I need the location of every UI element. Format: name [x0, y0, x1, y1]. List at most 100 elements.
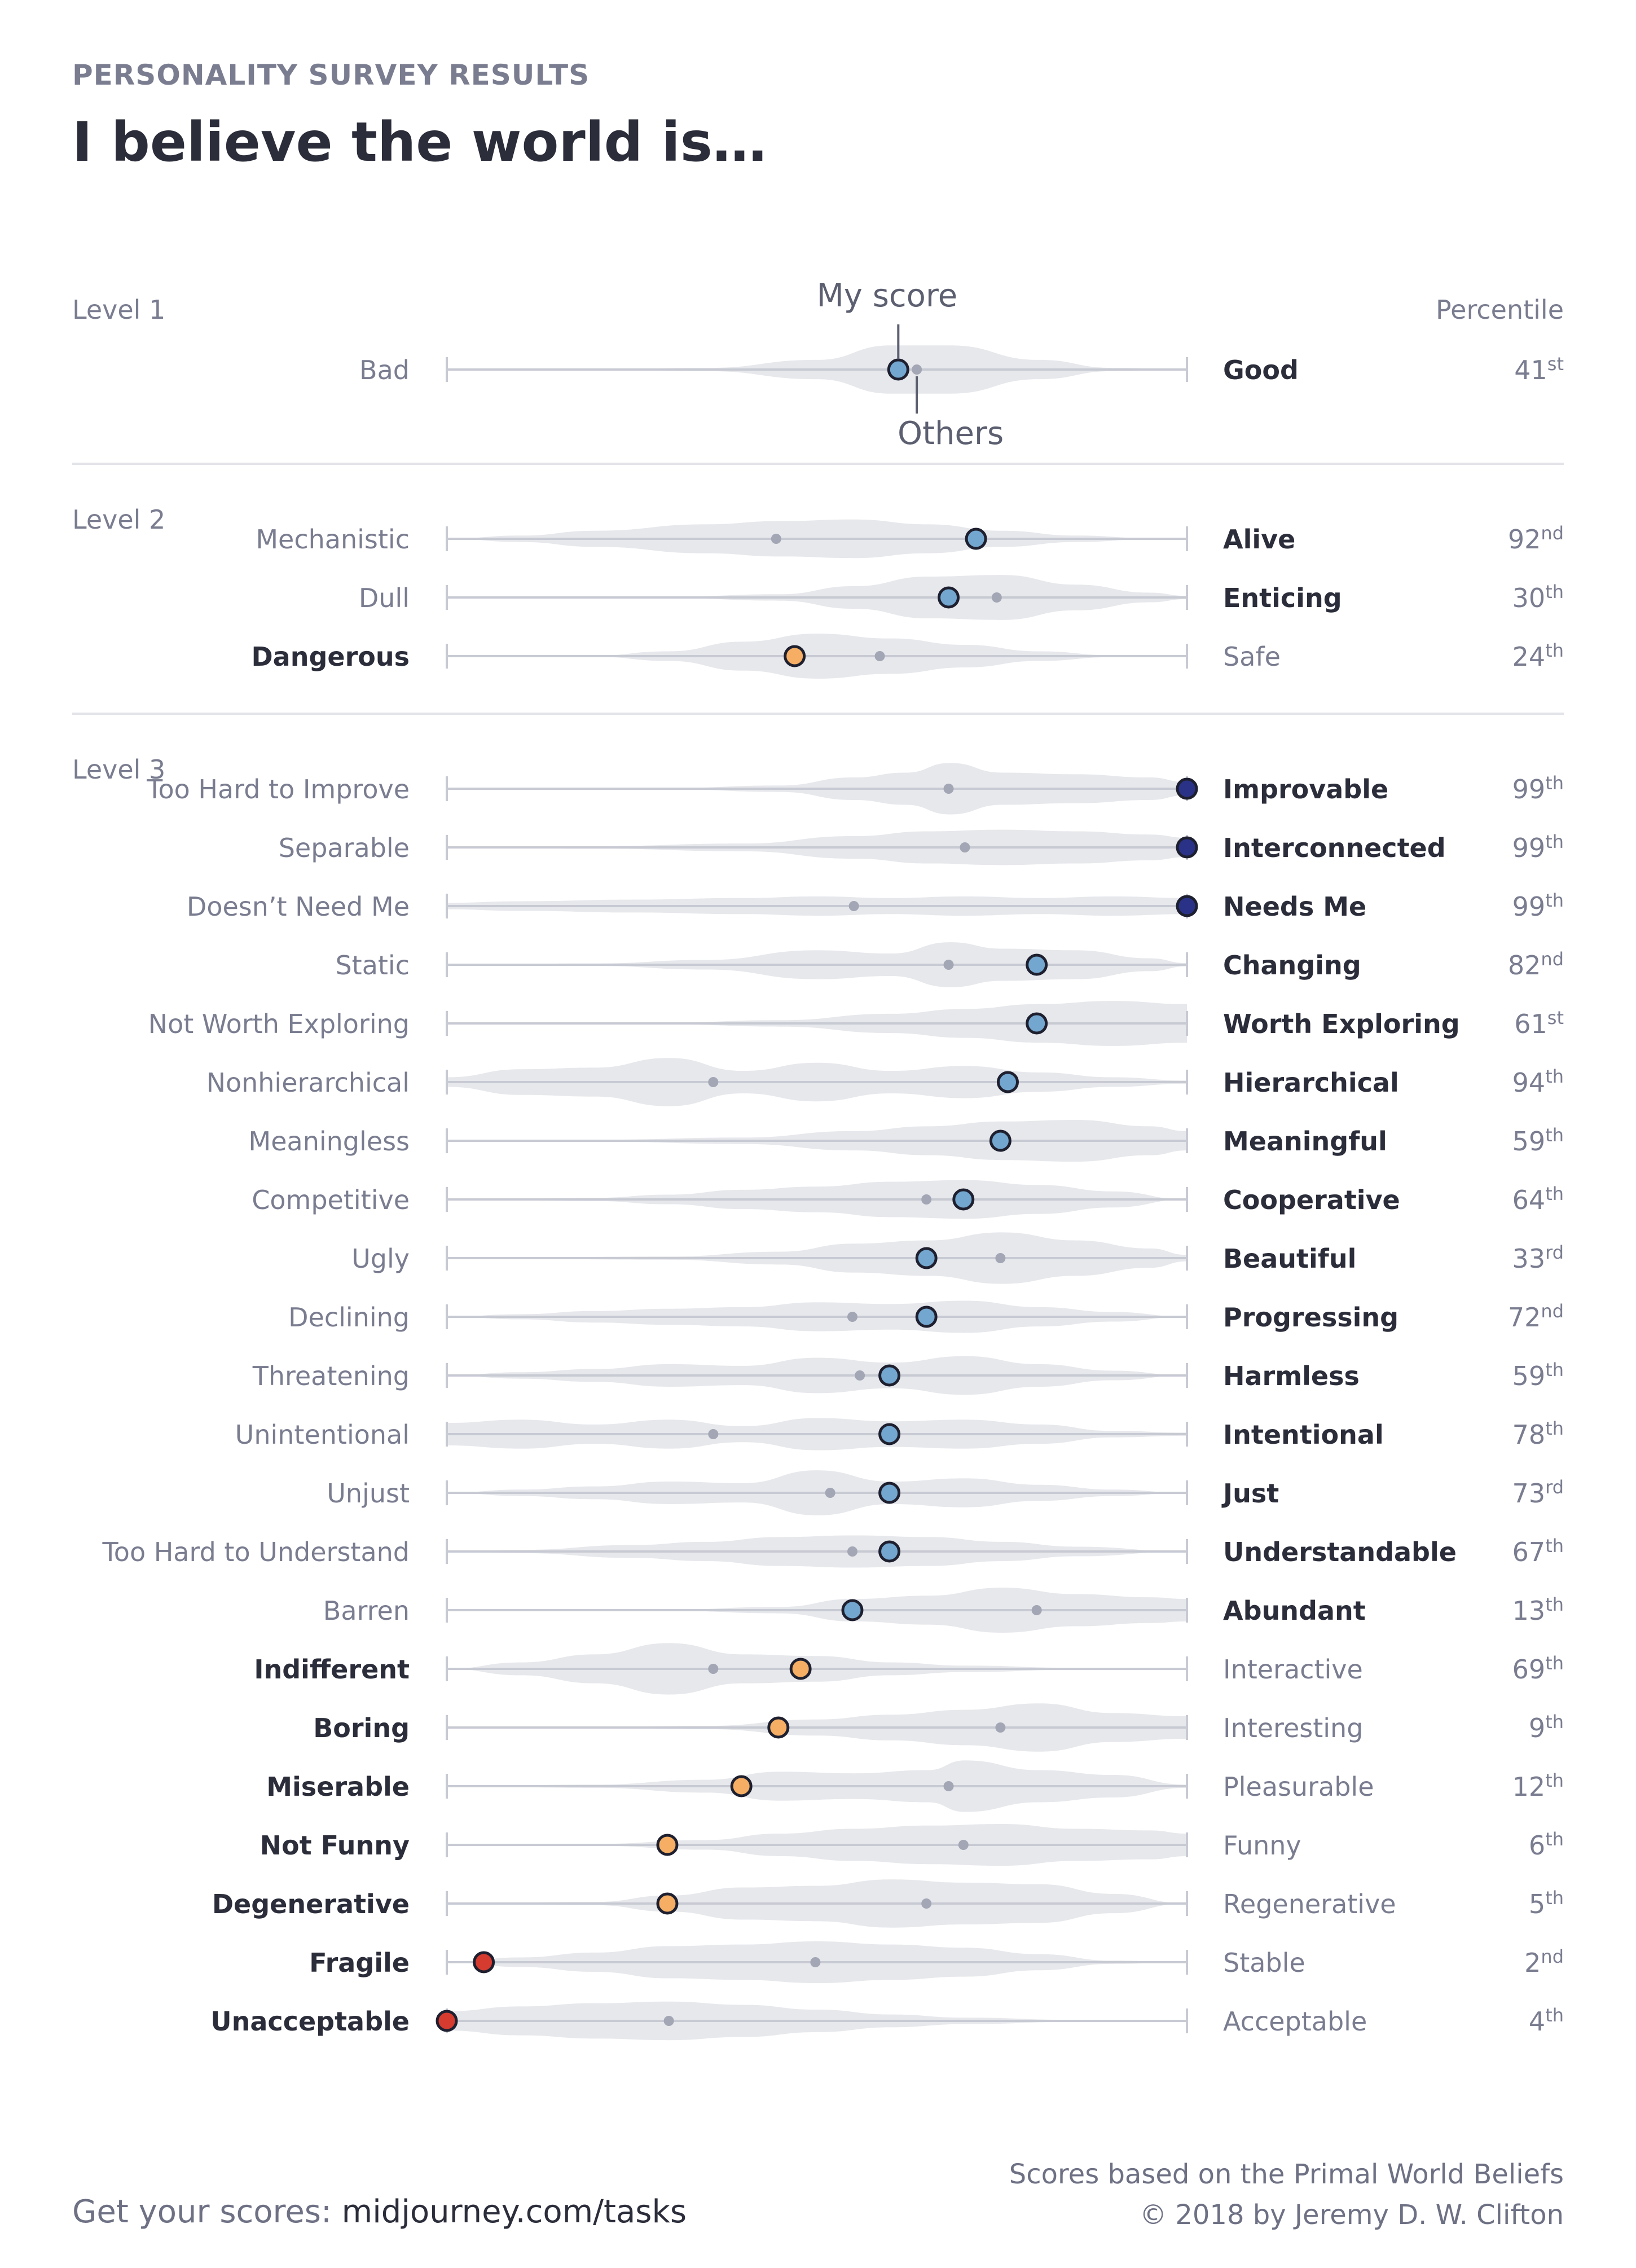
- score-dot-needs-me: [1176, 895, 1198, 917]
- score-dot-progressing: [915, 1306, 938, 1328]
- right-label-intentional: Intentional: [1223, 1419, 1384, 1450]
- survey-eyebrow: PERSONALITY SURVEY RESULTS: [72, 59, 590, 91]
- score-dot-regenerative: [656, 1892, 679, 1915]
- left-label-abundant: Barren: [323, 1595, 410, 1626]
- median-dot-needs-me: [848, 901, 859, 911]
- left-label-stable: Fragile: [309, 1948, 410, 1978]
- percentile-worth-exploring: 61st: [1514, 1007, 1564, 1039]
- median-dot-improvable: [943, 784, 954, 794]
- right-label-funny: Funny: [1223, 1830, 1301, 1861]
- percentile-changing: 82nd: [1508, 948, 1564, 981]
- score-dot-stable: [473, 1951, 495, 1973]
- median-dot-interactive: [708, 1664, 719, 1674]
- left-label-improvable: Too Hard to Improve: [146, 774, 410, 805]
- right-label-pleasurable: Pleasurable: [1223, 1772, 1374, 1802]
- score-dot-abundant: [841, 1599, 864, 1621]
- right-label-good: Good: [1223, 355, 1299, 385]
- page-title: I believe the world is…: [72, 111, 767, 174]
- median-dot-pleasurable: [943, 1781, 954, 1791]
- footer-cta-link[interactable]: midjourney.com/tasks: [341, 2194, 687, 2230]
- right-label-improvable: Improvable: [1223, 774, 1388, 805]
- right-label-beautiful: Beautiful: [1223, 1243, 1356, 1274]
- median-dot-hierarchical: [708, 1077, 719, 1087]
- percentile-stable: 2nd: [1524, 1946, 1564, 1978]
- percentile-intentional: 78th: [1512, 1418, 1564, 1450]
- score-dot-interconnected: [1176, 836, 1198, 859]
- percentile-beautiful: 33rd: [1512, 1242, 1564, 1274]
- footer-credit-copyright: © 2018 by Jeremy D. W. Clifton: [1140, 2199, 1564, 2231]
- belief-chart: Percentile Level 1 Bad Good 41st My score Othe…: [72, 278, 1564, 2041]
- left-label-harmless: Threatening: [252, 1361, 410, 1391]
- percentile-hierarchical: 94th: [1512, 1066, 1564, 1098]
- percentile-abundant: 13th: [1512, 1594, 1564, 1626]
- right-label-harmless: Harmless: [1223, 1361, 1360, 1391]
- median-dot-just: [825, 1488, 835, 1498]
- median-dot-beautiful: [995, 1253, 1006, 1263]
- median-dot-stable: [810, 1957, 821, 1967]
- percentile-good: 41st: [1514, 353, 1564, 385]
- score-dot-enticing: [938, 586, 960, 609]
- score-dot-funny: [656, 1834, 679, 1856]
- percentile-needs-me: 99th: [1512, 890, 1564, 922]
- score-dot-interactive: [789, 1658, 812, 1680]
- left-label-enticing: Dull: [359, 583, 410, 613]
- score-dot-acceptable: [436, 2010, 458, 2032]
- score-dot-understandable: [878, 1540, 901, 1563]
- left-label-interesting: Boring: [313, 1713, 410, 1743]
- median-dot-safe: [874, 651, 885, 661]
- others-annotation: Others: [898, 415, 1004, 452]
- right-label-stable: Stable: [1223, 1948, 1305, 1978]
- left-label-good: Bad: [359, 355, 410, 385]
- left-label-just: Unjust: [327, 1478, 410, 1509]
- percentile-alive: 92nd: [1508, 522, 1564, 555]
- percentile-enticing: 30th: [1512, 581, 1564, 613]
- score-dot-cooperative: [952, 1188, 975, 1211]
- median-dot-cooperative: [921, 1194, 932, 1205]
- right-label-progressing: Progressing: [1223, 1302, 1398, 1333]
- left-label-interconnected: Separable: [279, 833, 410, 863]
- score-dot-beautiful: [915, 1247, 938, 1269]
- median-dot-enticing: [991, 592, 1002, 603]
- right-label-interconnected: Interconnected: [1223, 833, 1446, 863]
- score-dot-alive: [965, 528, 987, 550]
- median-dot-alive: [771, 534, 781, 544]
- score-dot-harmless: [878, 1364, 901, 1387]
- left-label-progressing: Declining: [288, 1302, 410, 1333]
- percentile-interconnected: 99th: [1512, 831, 1564, 863]
- left-label-alive: Mechanistic: [256, 524, 410, 555]
- right-label-interesting: Interesting: [1223, 1713, 1363, 1743]
- right-label-just: Just: [1221, 1478, 1279, 1509]
- right-label-understandable: Understandable: [1223, 1537, 1457, 1567]
- level-label-2: Level 2: [72, 504, 165, 535]
- median-dot-changing: [943, 960, 954, 970]
- left-label-changing: Static: [335, 950, 410, 981]
- percentile-harmless: 59th: [1512, 1359, 1564, 1391]
- score-dot-intentional: [878, 1423, 901, 1445]
- percentile-understandable: 67th: [1512, 1535, 1564, 1567]
- median-dot-funny: [958, 1840, 969, 1850]
- median-dot-harmless: [855, 1370, 865, 1381]
- median-dot-intentional: [708, 1429, 719, 1439]
- footer-credit: Scores based on the Primal World Beliefs…: [1009, 2154, 1564, 2235]
- median-dot-abundant: [1031, 1605, 1042, 1615]
- right-label-regenerative: Regenerative: [1223, 1889, 1396, 1919]
- score-dot-just: [878, 1482, 901, 1504]
- percentile-pleasurable: 12th: [1512, 1770, 1564, 1802]
- percentile-meaningful: 59th: [1512, 1124, 1564, 1157]
- percentile-funny: 6th: [1529, 1829, 1564, 1861]
- score-dot-meaningful: [989, 1129, 1011, 1152]
- left-label-worth-exploring: Not Worth Exploring: [148, 1009, 410, 1039]
- left-label-beautiful: Ugly: [351, 1243, 410, 1274]
- level-label-3: Level 3: [72, 754, 165, 785]
- footer-credit-source: Scores based on the Primal World Beliefs: [1009, 2159, 1564, 2190]
- right-label-acceptable: Acceptable: [1223, 2006, 1367, 2037]
- level-label-1: Level 1: [72, 295, 165, 325]
- score-dot-improvable: [1176, 777, 1198, 800]
- percentile-improvable: 99th: [1512, 772, 1564, 805]
- right-label-hierarchical: Hierarchical: [1223, 1067, 1399, 1098]
- percentile-progressing: 72nd: [1508, 1300, 1564, 1333]
- median-dot-interesting: [995, 1722, 1006, 1733]
- score-dot-hierarchical: [996, 1071, 1019, 1093]
- median-dot-good: [912, 364, 922, 375]
- my-score-annotation: My score: [816, 278, 957, 314]
